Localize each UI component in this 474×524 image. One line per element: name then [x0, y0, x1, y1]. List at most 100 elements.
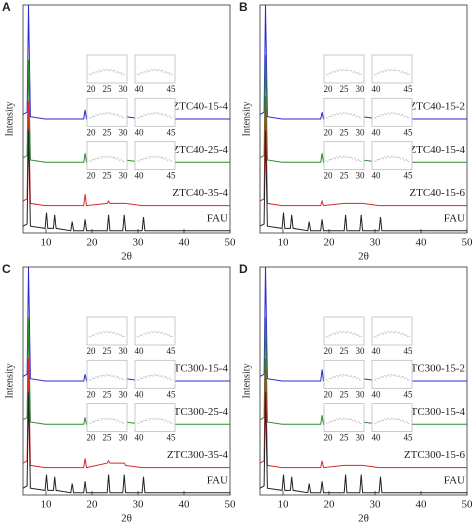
inset-tick-label: 40 — [372, 171, 382, 181]
inset-curve — [88, 155, 126, 163]
inset-tick-label: 30 — [356, 127, 366, 137]
inset-curve — [373, 68, 411, 76]
inset-curve — [373, 111, 411, 119]
inset-tick-label: 30 — [119, 127, 129, 137]
x-tick-label: 40 — [179, 237, 191, 249]
inset-tick-label: 30 — [356, 171, 366, 181]
x-tick-label: 40 — [416, 237, 428, 249]
inset-tick-label: 30 — [356, 346, 366, 356]
inset-tick-label: 40 — [372, 127, 382, 137]
inset-box — [323, 359, 365, 389]
inset-tick-label: 45 — [167, 171, 177, 181]
inset-box — [371, 316, 413, 346]
inset-tick-label: 40 — [372, 346, 382, 356]
x-tick-label: 40 — [416, 499, 428, 511]
inset-tick-label: 25 — [103, 84, 113, 94]
inset-tick-label: 40 — [135, 433, 145, 443]
inset-tick-label: 20 — [87, 433, 97, 443]
trace-label: ZTC300-15-2 — [404, 363, 465, 375]
inset-tick-label: 45 — [167, 127, 177, 137]
trace-label: ZTC40-15-2 — [409, 101, 465, 113]
x-tick-label: 10 — [278, 499, 290, 511]
xrd-trace — [259, 392, 467, 494]
inset-tick-label: 25 — [103, 127, 113, 137]
inset-curve — [136, 417, 174, 425]
inset-tick-label: 20 — [324, 346, 334, 356]
inset-tick-label: 20 — [324, 433, 334, 443]
inset-tick-label: 45 — [167, 84, 177, 94]
xrd-trace — [259, 358, 467, 469]
xrd-trace — [22, 358, 230, 469]
inset-tick-label: 20 — [324, 84, 334, 94]
inset-tick-label: 30 — [356, 389, 366, 399]
xrd-trace — [22, 130, 230, 232]
inset-tick-label: 45 — [167, 433, 177, 443]
inset-tick-label: 30 — [119, 346, 129, 356]
inset-curve — [88, 68, 126, 76]
x-tick-label: 30 — [133, 499, 145, 511]
trace-label: FAU — [444, 474, 465, 486]
x-axis-label: 2θ — [121, 251, 132, 263]
inset-tick-label: 45 — [404, 171, 414, 181]
trace-label: ZTC300-25-4 — [167, 406, 229, 418]
inset-curve — [88, 330, 126, 338]
x-tick-label: 50 — [225, 237, 237, 249]
inset-curve — [325, 111, 363, 119]
x-tick-label: 30 — [133, 237, 145, 249]
panel-label: A — [2, 0, 11, 14]
inset-curve — [373, 417, 411, 425]
inset-tick-label: 25 — [340, 433, 350, 443]
x-tick-label: 20 — [324, 237, 336, 249]
x-tick-label: 10 — [278, 237, 290, 249]
x-tick-label: 10 — [41, 237, 53, 249]
inset-tick-label: 25 — [103, 389, 113, 399]
panel-label: D — [239, 262, 248, 276]
inset-tick-label: 20 — [87, 171, 97, 181]
trace-label: FAU — [444, 212, 465, 224]
x-tick-label: 50 — [462, 499, 474, 511]
inset-tick-label: 45 — [404, 346, 414, 356]
inset-tick-label: 25 — [340, 171, 350, 181]
x-tick-label: 20 — [324, 499, 336, 511]
inset-tick-label: 30 — [119, 171, 129, 181]
inset-tick-label: 20 — [324, 389, 334, 399]
trace-label: FAU — [207, 212, 228, 224]
panel-label: B — [239, 0, 248, 14]
inset-curve — [136, 373, 174, 381]
inset-tick-label: 40 — [372, 389, 382, 399]
x-tick-label: 50 — [225, 499, 237, 511]
trace-label: ZTC300-15-4 — [404, 406, 466, 418]
inset-box — [134, 54, 176, 84]
inset-box — [371, 403, 413, 433]
inset-tick-label: 25 — [340, 346, 350, 356]
x-tick-label: 10 — [41, 499, 53, 511]
inset-tick-label: 40 — [135, 346, 145, 356]
inset-curve — [136, 155, 174, 163]
inset-curve — [88, 373, 126, 381]
inset-curve — [325, 417, 363, 425]
inset-tick-label: 20 — [87, 84, 97, 94]
trace-label: ZTC40-15-4 — [409, 144, 465, 156]
inset-tick-label: 25 — [340, 84, 350, 94]
inset-curve — [325, 155, 363, 163]
inset-curve — [325, 373, 363, 381]
trace-label: ZTC40-25-4 — [172, 144, 228, 156]
trace-label: FAU — [207, 474, 228, 486]
inset-tick-label: 20 — [324, 171, 334, 181]
trace-label: ZTC40-15-6 — [409, 187, 465, 199]
xrd-trace — [22, 100, 230, 207]
inset-tick-label: 40 — [372, 433, 382, 443]
x-tick-label: 30 — [370, 499, 382, 511]
inset-tick-label: 40 — [135, 84, 145, 94]
trace-label: ZTC40-15-4 — [172, 101, 228, 113]
inset-curve — [373, 330, 411, 338]
y-axis-label: Intensity — [241, 364, 252, 399]
trace-label: ZTC40-35-4 — [172, 187, 228, 199]
inset-tick-label: 30 — [119, 389, 129, 399]
inset-curve — [88, 111, 126, 119]
inset-tick-label: 25 — [103, 346, 113, 356]
x-axis-label: 2θ — [358, 251, 369, 263]
inset-curve — [373, 373, 411, 381]
inset-tick-label: 30 — [356, 84, 366, 94]
